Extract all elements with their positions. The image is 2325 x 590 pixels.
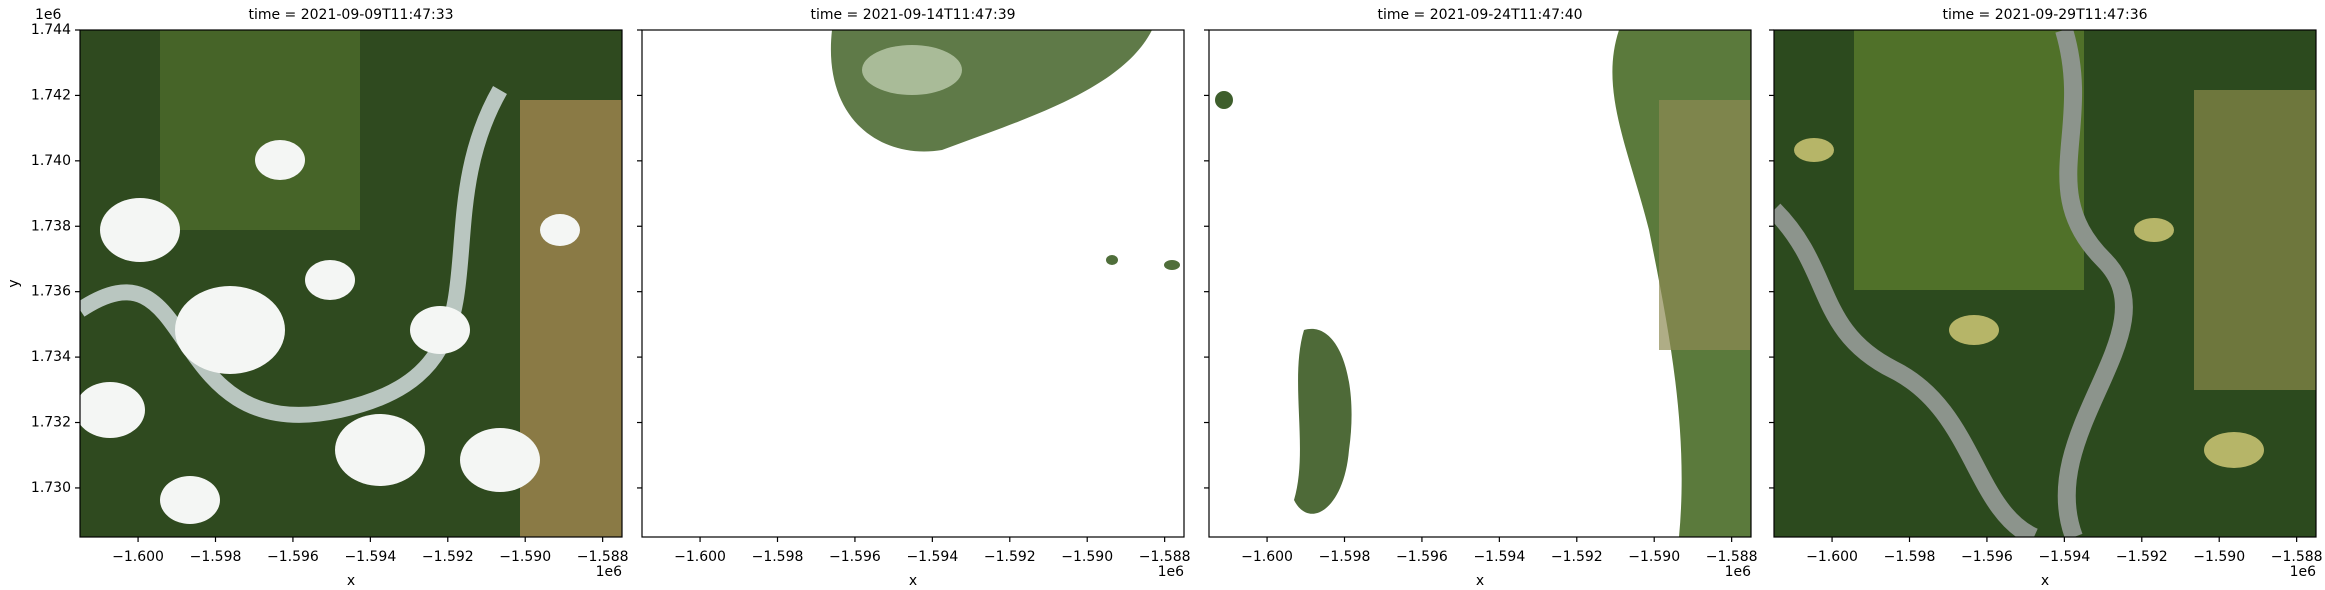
y-offset: 1e6 xyxy=(35,7,62,23)
image xyxy=(1774,30,2316,537)
x-tick-label: −1.594 xyxy=(344,549,396,565)
x-tick-label: −1.590 xyxy=(499,549,551,565)
imagery xyxy=(100,198,180,262)
y-tick-label: 1.742 xyxy=(31,87,71,103)
x-tick-label: −1.596 xyxy=(1396,549,1448,565)
x-tick-label: −1.596 xyxy=(1961,549,2013,565)
imagery xyxy=(540,214,580,246)
panel-title: time = 2021-09-14T11:47:39 xyxy=(810,7,1015,23)
y-tick-label: 1.734 xyxy=(31,349,71,365)
x-axis-label: x xyxy=(909,573,917,589)
imagery xyxy=(80,86,507,423)
x-tick-label: −1.592 xyxy=(2116,549,2168,565)
imagery xyxy=(1949,315,1999,345)
imagery xyxy=(2194,90,2316,390)
imagery xyxy=(2055,30,2133,537)
axes-frame xyxy=(1208,29,1752,538)
panel-title: time = 2021-09-09T11:47:33 xyxy=(248,7,453,23)
x-tick-label: −1.600 xyxy=(674,549,726,565)
x-tick-label: −1.594 xyxy=(2038,549,2090,565)
x-offset: 1e6 xyxy=(1158,564,1185,580)
image xyxy=(1209,30,1751,537)
x-tick-label: −1.588 xyxy=(1139,549,1191,565)
x-tick-label: −1.590 xyxy=(2193,549,2245,565)
y-tick-label: 1.744 xyxy=(31,22,71,38)
imagery xyxy=(1659,100,1751,350)
x-axis-label: x xyxy=(347,573,355,589)
imagery xyxy=(335,414,425,486)
imagery xyxy=(1106,255,1118,265)
y-tick-label: 1.736 xyxy=(31,284,71,300)
panel-title: time = 2021-09-29T11:47:36 xyxy=(1942,7,2147,23)
image xyxy=(642,30,1184,537)
x-tick-label: −1.598 xyxy=(190,549,242,565)
imagery xyxy=(160,476,220,524)
axes-frame xyxy=(641,29,1185,538)
x-tick-label: −1.592 xyxy=(1551,549,1603,565)
x-axis-label: x xyxy=(2041,573,2049,589)
imagery xyxy=(410,306,470,354)
x-offset: 1e6 xyxy=(2290,564,2317,580)
imagery xyxy=(862,45,962,95)
x-tick-label: −1.590 xyxy=(1628,549,1680,565)
imagery xyxy=(255,140,305,180)
imagery xyxy=(1854,30,2084,290)
y-axis-label: y xyxy=(6,279,22,287)
y-tick-label: 1.738 xyxy=(31,218,71,234)
x-tick-label: −1.598 xyxy=(752,549,804,565)
y-tick-label: 1.730 xyxy=(31,480,71,496)
imagery xyxy=(175,286,285,374)
axes-frame xyxy=(1773,29,2317,538)
x-tick-label: −1.592 xyxy=(422,549,474,565)
x-tick-label: −1.600 xyxy=(1241,549,1293,565)
x-tick-label: −1.588 xyxy=(1706,549,1758,565)
x-tick-label: −1.594 xyxy=(1473,549,1525,565)
x-tick-label: −1.592 xyxy=(984,549,1036,565)
imagery xyxy=(460,428,540,492)
imagery xyxy=(2204,432,2264,468)
imagery xyxy=(1215,91,1233,109)
x-tick-label: −1.600 xyxy=(1806,549,1858,565)
imagery xyxy=(305,260,355,300)
imagery xyxy=(80,382,145,438)
image xyxy=(80,30,622,537)
imagery xyxy=(1294,328,1352,514)
x-tick-label: −1.590 xyxy=(1061,549,1113,565)
x-offset: 1e6 xyxy=(596,564,623,580)
imagery xyxy=(160,30,360,230)
x-tick-label: −1.598 xyxy=(1884,549,1936,565)
x-tick-label: −1.598 xyxy=(1319,549,1371,565)
x-tick-label: −1.600 xyxy=(112,549,164,565)
x-axis-label: x xyxy=(1476,573,1484,589)
axes-frame xyxy=(79,29,623,538)
x-tick-label: −1.596 xyxy=(267,549,319,565)
imagery xyxy=(2134,218,2174,242)
y-tick-label: 1.732 xyxy=(31,415,71,431)
imagery xyxy=(1794,138,1834,162)
x-offset: 1e6 xyxy=(1725,564,1752,580)
panel-title: time = 2021-09-24T11:47:40 xyxy=(1377,7,1582,23)
x-tick-label: −1.594 xyxy=(906,549,958,565)
x-tick-label: −1.596 xyxy=(829,549,881,565)
imagery xyxy=(1774,203,2039,537)
x-tick-label: −1.588 xyxy=(2271,549,2323,565)
x-tick-label: −1.588 xyxy=(577,549,629,565)
y-tick-label: 1.740 xyxy=(31,153,71,169)
imagery xyxy=(1164,260,1180,270)
